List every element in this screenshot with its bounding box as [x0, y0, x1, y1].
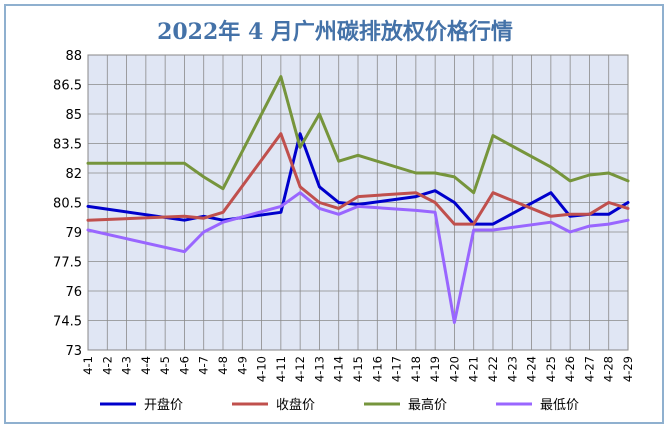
y-tick-label: 76 [65, 285, 82, 300]
y-tick-label: 80.5 [53, 197, 82, 212]
legend-label: 收盘价 [276, 397, 315, 413]
x-tick-label: 4-19 [428, 356, 442, 382]
x-tick-label: 4-22 [486, 356, 500, 382]
x-tick-label: 4-15 [351, 356, 365, 382]
x-tick-label: 4-25 [544, 356, 558, 382]
x-tick-label: 4-18 [409, 356, 423, 382]
series-line-3 [86, 75, 630, 195]
x-tick-label: 4-6 [177, 356, 191, 375]
x-tick-label: 4-29 [621, 356, 635, 382]
y-tick-label: 74.5 [53, 315, 82, 330]
chart-title: 2022年 4 月广州碳排放权价格行情 [157, 19, 513, 45]
y-tick-label: 73 [65, 344, 82, 359]
x-tick-label: 4-14 [332, 356, 346, 382]
y-tick-label: 83.5 [53, 138, 82, 153]
x-tick-label: 4-28 [602, 356, 616, 382]
x-tick-label: 4-21 [467, 356, 481, 382]
y-tick-label: 79 [65, 226, 82, 241]
x-tick-label: 4-5 [158, 356, 172, 375]
grid-lines [87, 54, 629, 351]
y-tick-label: 88 [65, 49, 82, 64]
x-tick-label: 4-10 [255, 356, 269, 382]
x-tick-label: 4-7 [197, 356, 211, 375]
x-tick-label: 4-16 [370, 356, 384, 382]
legend-label: 开盘价 [144, 397, 183, 413]
x-tick-label: 4-4 [139, 356, 153, 375]
legend-label: 最低价 [540, 398, 579, 413]
y-tick-label: 82 [65, 167, 82, 182]
x-tick-label: 4-17 [390, 356, 404, 382]
x-tick-label: 4-2 [100, 356, 114, 375]
x-tick-label: 4-11 [274, 356, 288, 382]
x-tick-label: 4-12 [293, 356, 307, 382]
legend-label: 最高价 [408, 397, 447, 413]
x-tick-label: 4-23 [505, 356, 519, 382]
series-line-4 [86, 191, 630, 324]
y-tick-label: 86.5 [53, 79, 82, 94]
x-tick-label: 4-8 [216, 356, 230, 375]
x-tick-label: 4-1 [81, 356, 95, 375]
x-tick-label: 4-3 [120, 356, 134, 375]
x-tick-label: 4-20 [447, 356, 461, 382]
x-tick-label: 4-13 [312, 356, 326, 382]
y-tick-label: 77.5 [53, 256, 82, 271]
y-tick-label: 85 [65, 108, 82, 123]
series-line-1 [86, 132, 630, 226]
x-tick-label: 4-9 [235, 356, 249, 375]
x-tick-label: 4-26 [563, 356, 577, 382]
x-tick-label: 4-27 [582, 356, 596, 382]
x-tick-label: 4-24 [525, 356, 539, 382]
series-lines [86, 75, 630, 324]
y-axis-ticks: 73 74.5 76 77.5 79 80.5 82 83.5 85 86.5 88 [53, 49, 82, 359]
legend: 开盘价 收盘价 最高价 最低价 [100, 397, 579, 413]
series-line-2 [86, 132, 630, 226]
x-axis-ticks: 4-1 4-2 4-3 4-4 4-5 4-6 4-7 4-8 4-9 4-10 4-11 4-12 4… [81, 356, 635, 382]
